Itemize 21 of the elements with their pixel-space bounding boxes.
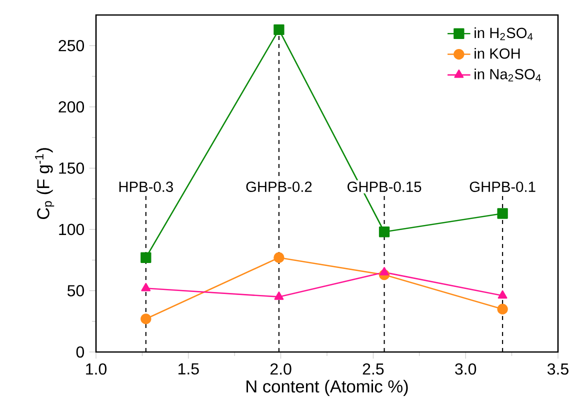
legend-label: in H$_{2}$SO$_{4}$ [474,27,533,40]
x-tick-label: 3.5 [547,363,568,375]
x-tick-label: 2.5 [362,363,384,375]
ref-line-label: GHPB-0.2 [246,182,312,192]
y-tick-label: 200 [58,101,84,113]
y-tick-label: 150 [59,162,84,174]
x-axis-title: N content (Atomic %) [246,380,408,396]
y-tick-label: 0 [76,346,84,358]
y-tick-label: 250 [58,40,84,52]
y-tick-label: 50 [67,285,84,296]
legend-label: in Na$_{2}$SO$_{4}$ [474,68,541,82]
x-tick-label: 1.0 [86,363,107,375]
y-tick-label: 100 [59,224,84,236]
x-tick-label: 3.0 [455,363,476,375]
ref-line-label: GHPB-0.15 [348,182,422,192]
y-axis-title: C$_{p}$ (F g$^{-1}$) [35,148,54,220]
legend-label: in KOH [474,48,520,59]
x-tick-label: 2.0 [270,363,292,375]
ref-line-label: HPB-0.3 [119,182,173,192]
ref-line-label: GHPB-0.1 [470,182,536,192]
x-tick-label: 1.5 [178,363,199,375]
